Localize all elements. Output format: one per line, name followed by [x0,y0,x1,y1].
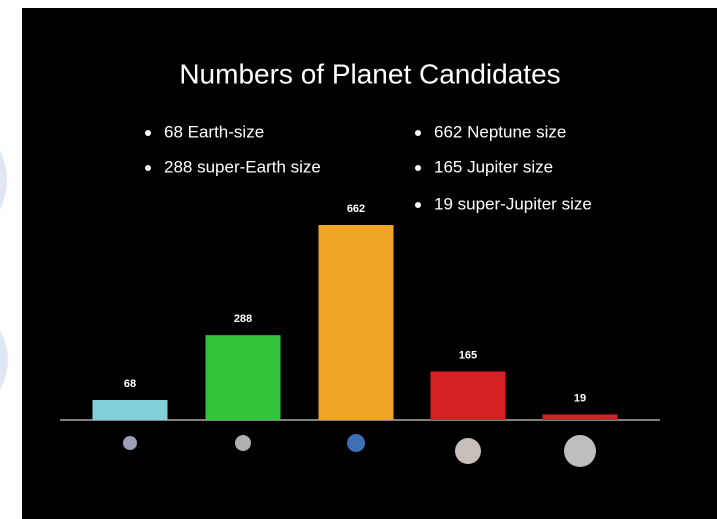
bullet [415,202,421,208]
planet-icon [235,435,251,451]
annotation: 662 Neptune size [434,122,566,141]
value-label: 288 [234,313,252,325]
annotation: 68 Earth-size [164,122,264,141]
value-label: 662 [347,203,365,215]
bar [542,414,618,420]
value-label: 68 [124,378,136,390]
annotation: 165 Jupiter size [434,157,553,176]
bar [205,335,281,420]
planet-icon [564,435,596,467]
bar [430,371,506,420]
bullet [415,130,421,136]
decoration [0,150,7,210]
annotation: 19 super-Jupiter size [434,194,592,213]
bullet [145,165,151,171]
value-label: 165 [459,349,477,361]
planet-icon [123,436,137,450]
bar [318,225,394,420]
bar [92,399,168,420]
chart-title: Numbers of Planet Candidates [179,58,560,89]
value-label: 19 [574,392,586,404]
planet-icon [455,438,481,464]
planet-icon [347,434,365,452]
annotation: 288 super-Earth size [164,157,321,176]
decoration [0,330,8,390]
bullet [145,130,151,136]
bullet [415,165,421,171]
